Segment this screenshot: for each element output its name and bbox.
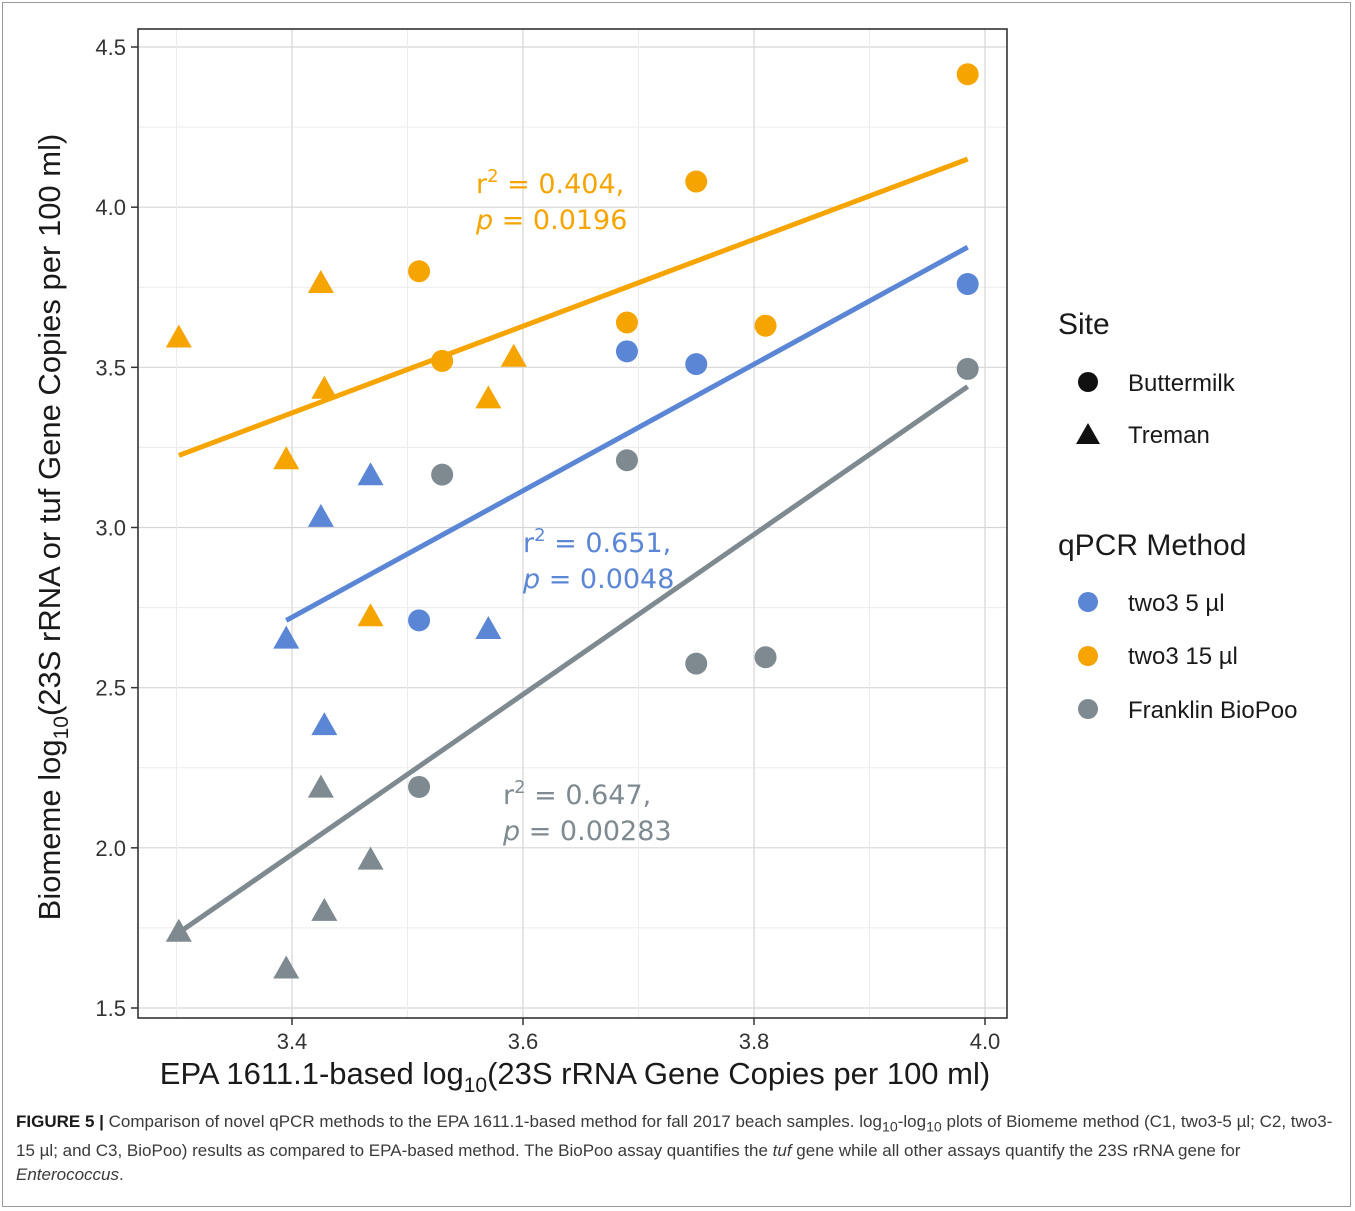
y-tick-label: 2.0	[95, 836, 126, 861]
data-point-circle	[408, 775, 431, 798]
y-axis-title: Biomeme log10(23S rRNA or tuf Gene Copie…	[32, 134, 73, 921]
annotation-p: p = 0.0048	[522, 564, 674, 595]
data-point-triangle	[475, 616, 502, 640]
x-tick-label: 4.0	[970, 1029, 1001, 1054]
caption-text-1: Comparison of novel qPCR methods to the …	[103, 1112, 882, 1131]
data-point-triangle	[307, 270, 334, 294]
legend-swatch-biopoo	[1078, 699, 1098, 719]
data-point-circle	[615, 449, 638, 472]
data-point-triangle	[357, 462, 384, 486]
data-point-circle	[408, 609, 431, 632]
data-point-triangle	[311, 712, 338, 736]
caption-text-5: .	[119, 1165, 124, 1185]
legend-method-item-two3-15: two3 15 µl	[1128, 643, 1238, 670]
y-tick-label: 4.5	[95, 35, 126, 60]
annotation-p: p = 0.00283	[502, 816, 672, 847]
scatter-chart: r2 = 0.404, p = 0.0196 r2 = 0.651, p = 0.00…	[32, 28, 1297, 1097]
data-point-circle	[956, 357, 979, 380]
data-point-triangle	[475, 385, 502, 409]
data-point-triangle	[311, 375, 338, 399]
caption-italic-enterococcus: Enterococcus	[16, 1165, 119, 1185]
x-tick-label: 3.6	[508, 1029, 539, 1054]
data-point-triangle	[311, 897, 338, 921]
data-point-circle	[685, 353, 708, 376]
legend-swatch-two3-15	[1078, 646, 1098, 666]
legend-method: qPCR Method two3 5 µl two3 15 µl Frankli…	[1058, 529, 1297, 724]
data-point-circle	[408, 260, 431, 283]
data-point-triangle	[273, 625, 300, 649]
axes: 3.4 3.6 3.8 4.0 1.5 2.0 2.5 3.0 3.5 4.0 4.5	[95, 35, 1000, 1054]
data-point-triangle	[165, 918, 192, 942]
x-axis-title: EPA 1611.1-based log10(23S rRNA Gene Cop…	[160, 1056, 990, 1097]
caption-sub-2: 10	[926, 1119, 942, 1136]
y-tick-label: 3.0	[95, 516, 126, 541]
legend-site-item-buttermilk: Buttermilk	[1128, 370, 1236, 397]
data-point-triangle	[307, 774, 334, 798]
data-point-triangle	[273, 446, 300, 470]
data-point-triangle	[357, 603, 384, 627]
annotation-r2: r2 = 0.647,	[503, 777, 651, 811]
data-points	[165, 63, 979, 979]
data-point-triangle	[307, 503, 334, 527]
caption-text-4: gene while all other assays quantify the…	[791, 1141, 1241, 1161]
legend-swatch-two3-5	[1078, 592, 1098, 612]
caption-text-3: plots of Biomeme method (C1, two3-5 µl; …	[16, 1112, 1333, 1161]
y-tick-label: 4.0	[95, 195, 126, 220]
data-point-triangle	[273, 955, 300, 979]
data-point-circle	[431, 349, 454, 372]
legend-site-title: Site	[1058, 308, 1110, 341]
caption-label: FIGURE 5 |	[16, 1112, 104, 1131]
data-point-circle	[754, 314, 777, 337]
y-tick-label: 3.5	[95, 355, 126, 380]
x-tick-label: 3.4	[277, 1029, 308, 1054]
data-point-circle	[431, 463, 454, 486]
fit-line	[285, 245, 969, 623]
legend-circle-icon	[1078, 372, 1098, 392]
caption-italic-tuf: tuf	[772, 1141, 792, 1161]
fit-line	[177, 384, 970, 935]
caption-sub-1: 10	[881, 1119, 898, 1136]
legend-triangle-icon	[1076, 423, 1100, 444]
data-point-circle	[956, 273, 979, 296]
fit-lines	[177, 156, 970, 935]
annotation-r2: r2 = 0.404,	[476, 166, 624, 200]
x-tick-label: 3.8	[739, 1029, 770, 1054]
fit-line	[177, 156, 969, 458]
plot-panel-border	[137, 28, 1008, 1019]
y-tick-label: 1.5	[95, 996, 126, 1021]
annotations: r2 = 0.404, p = 0.0196 r2 = 0.651, p = 0.00…	[475, 166, 674, 847]
grid	[138, 29, 1007, 1018]
data-point-circle	[685, 652, 708, 675]
data-point-circle	[615, 311, 638, 334]
annotation-r2: r2 = 0.651,	[523, 525, 671, 559]
legend-method-title: qPCR Method	[1058, 529, 1246, 562]
data-point-triangle	[500, 343, 527, 367]
data-point-circle	[754, 646, 777, 669]
data-point-circle	[615, 340, 638, 363]
legend-method-item-biopoo: Franklin BioPoo	[1128, 697, 1297, 724]
data-point-triangle	[165, 324, 192, 348]
data-point-circle	[956, 63, 979, 86]
caption-text-2: -log	[897, 1112, 927, 1131]
legend-method-item-two3-5: two3 5 µl	[1128, 590, 1225, 617]
annotation-p: p = 0.0196	[475, 205, 627, 236]
legend-site-item-treman: Treman	[1128, 422, 1210, 449]
data-point-triangle	[357, 846, 384, 870]
data-point-circle	[685, 170, 708, 193]
figure-caption: FIGURE 5 | Comparison of novel qPCR meth…	[16, 1110, 1334, 1187]
y-tick-label: 2.5	[95, 676, 126, 701]
legend-site: Site Buttermilk Treman	[1058, 308, 1236, 449]
